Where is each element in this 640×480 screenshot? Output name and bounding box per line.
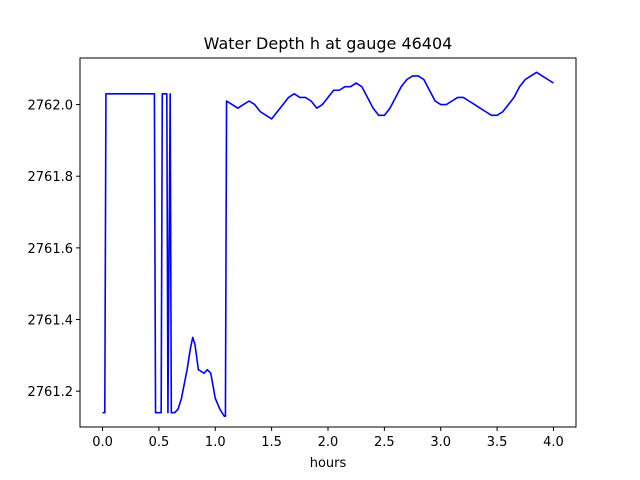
chart-title: Water Depth h at gauge 46404	[204, 34, 453, 53]
x-tick-label: 3.0	[430, 435, 451, 450]
series-layer	[102, 71, 554, 418]
x-tick-label: 0.0	[92, 435, 113, 450]
x-tick-label: 2.5	[374, 435, 395, 450]
y-tick-label: 2762.0	[28, 99, 74, 114]
plot-area	[79, 57, 577, 428]
x-tick-label: 0.5	[149, 435, 170, 450]
series-line-0	[102, 71, 554, 418]
x-tick-label: 3.5	[487, 435, 508, 450]
y-tick-label: 2761.4	[28, 314, 74, 329]
x-axis: 0.0 0.5 1.0 1.5 2.0 2.5 3.0 3.5 4.0	[92, 427, 564, 450]
x-tick-label: 4.0	[543, 435, 564, 450]
y-tick-label: 2761.6	[28, 242, 74, 257]
x-axis-label: hours	[310, 456, 347, 471]
x-tick-label: 1.0	[205, 435, 226, 450]
x-tick-label: 1.5	[261, 435, 282, 450]
y-tick-label: 2761.2	[28, 385, 74, 400]
y-tick-label: 2761.8	[28, 170, 74, 185]
x-tick-label: 2.0	[318, 435, 339, 450]
y-axis: 2761.2 2761.4 2761.6 2761.8 2762.0	[28, 99, 80, 400]
